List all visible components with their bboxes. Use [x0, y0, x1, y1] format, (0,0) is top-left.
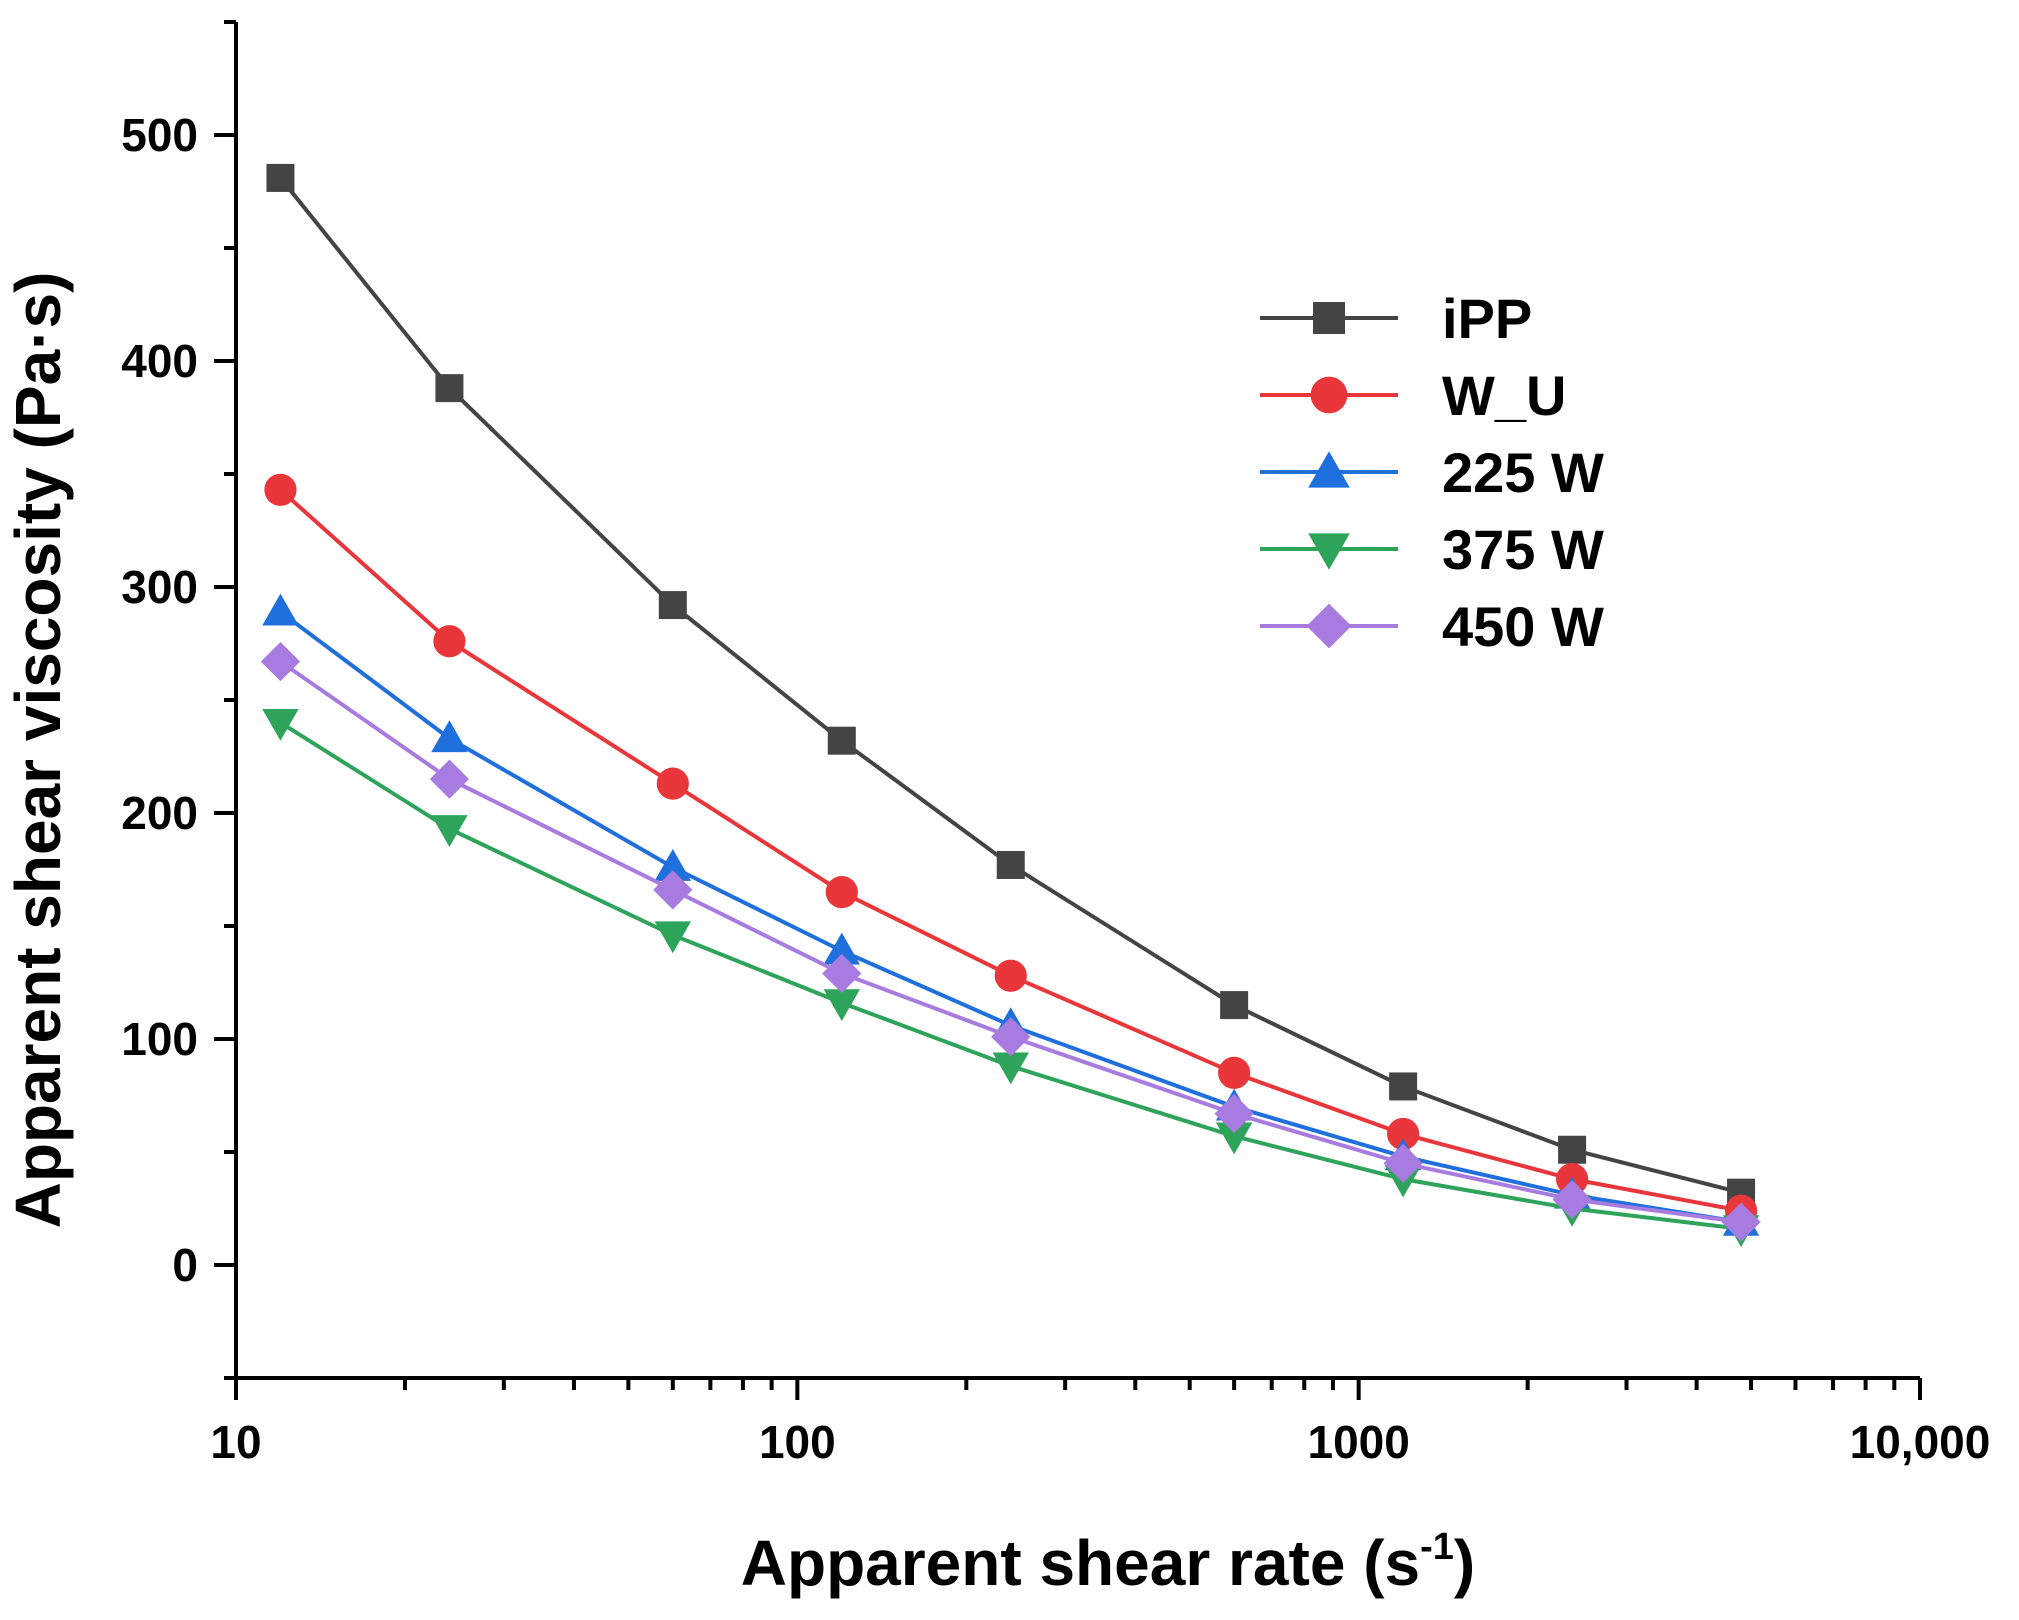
y-tick-label: 100 [121, 1013, 198, 1065]
data-point-225-w [262, 594, 298, 626]
x-axis-title-sup: -1 [1420, 1526, 1454, 1568]
legend-marker [1313, 302, 1345, 334]
legend-marker [1308, 533, 1350, 569]
y-axis-title: Apparent shear viscosity (Pa·s) [2, 272, 74, 1229]
data-point-w-u [264, 474, 296, 506]
chart: 0 100 200 300 400 500 10 100 1000 10,000 Apparen… [0, 0, 2019, 1620]
series-450-w [261, 642, 1761, 1242]
legend-item-375-w: 375 W [1260, 518, 1604, 581]
x-tick-label: 1000 [1307, 1416, 1409, 1468]
data-point-ipp [435, 374, 463, 402]
data-point-375-w [824, 989, 860, 1021]
legend: iPP W_U 225 W 375 W 450 W [1260, 287, 1604, 658]
data-point-w-u [826, 876, 858, 908]
x-tick-label: 100 [759, 1416, 836, 1468]
data-point-ipp [1220, 991, 1248, 1019]
legend-label: iPP [1442, 287, 1532, 350]
data-point-375-w [655, 921, 691, 953]
legend-label: 225 W [1442, 441, 1604, 504]
y-tick-label: 500 [121, 109, 198, 161]
series-w-u [264, 474, 1757, 1227]
x-axis-title-close: ) [1454, 1527, 1475, 1599]
data-point-ipp [266, 164, 294, 192]
legend-marker [1311, 377, 1348, 414]
x-ticks: 10 100 1000 10,000 [210, 1378, 1990, 1468]
x-axis-title: Apparent shear rate (s-1) [741, 1526, 1475, 1599]
data-point-375-w [262, 709, 298, 741]
data-point-ipp [1389, 1072, 1417, 1100]
legend-label: 450 W [1442, 595, 1604, 658]
data-point-450-w [991, 1017, 1030, 1056]
legend-marker [1308, 451, 1350, 487]
data-point-225-w [431, 720, 467, 752]
legend-label: W_U [1442, 364, 1566, 427]
legend-marker [1307, 604, 1352, 649]
y-tick-label: 400 [121, 335, 198, 387]
y-tick-label: 200 [121, 787, 198, 839]
legend-item-w-u: W_U [1260, 364, 1566, 427]
data-point-ipp [659, 591, 687, 619]
series-225-w [262, 594, 1759, 1236]
data-point-375-w [431, 815, 467, 847]
series-line-450-w [280, 662, 1741, 1222]
series-group [261, 164, 1761, 1247]
data-point-ipp [1558, 1136, 1586, 1164]
x-tick-label: 10 [210, 1416, 261, 1468]
data-point-450-w [261, 642, 300, 681]
data-point-w-u [1218, 1057, 1250, 1089]
data-point-450-w [430, 760, 469, 799]
x-axis-title-main: Apparent shear rate (s [741, 1527, 1420, 1599]
data-point-w-u [995, 960, 1027, 992]
data-point-w-u [657, 768, 689, 800]
y-tick-label: 300 [121, 561, 198, 613]
data-point-ipp [828, 727, 856, 755]
data-point-w-u [433, 625, 465, 657]
legend-label: 375 W [1442, 518, 1604, 581]
y-tick-label: 0 [172, 1239, 198, 1291]
x-tick-label: 10,000 [1850, 1416, 1991, 1468]
legend-item-450-w: 450 W [1260, 595, 1604, 658]
legend-item-225-w: 225 W [1260, 441, 1604, 504]
y-ticks: 0 100 200 300 400 500 [121, 22, 236, 1378]
legend-item-ipp: iPP [1260, 287, 1532, 350]
data-point-ipp [997, 851, 1025, 879]
